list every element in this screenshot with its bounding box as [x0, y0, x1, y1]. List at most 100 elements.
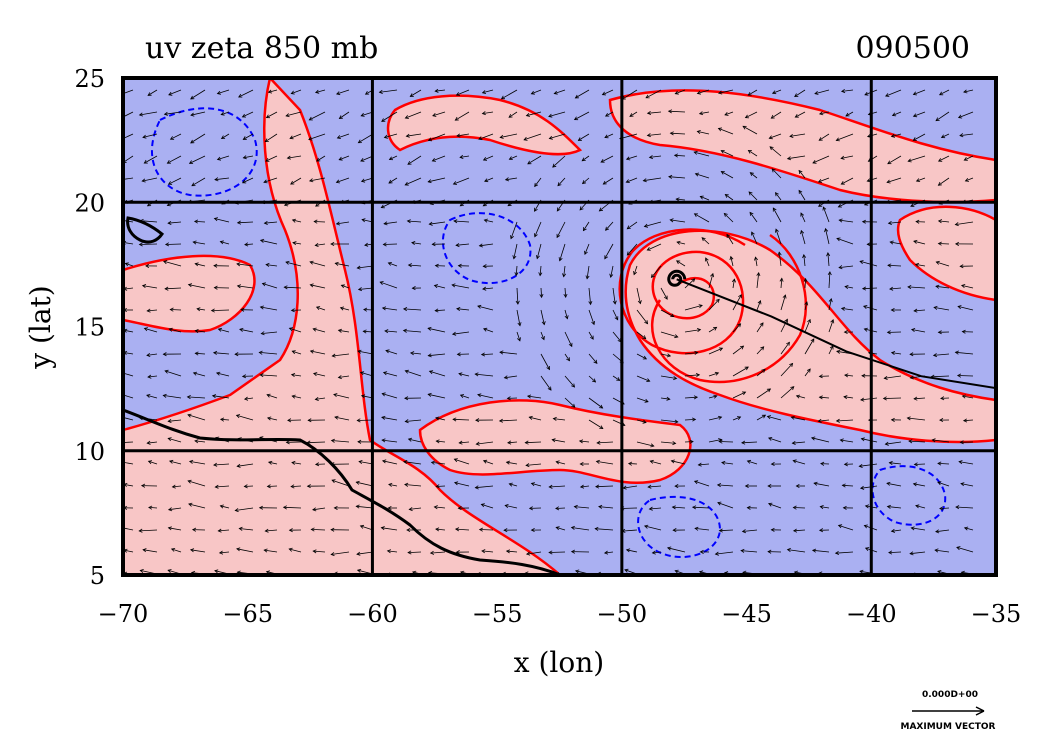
wind-vector-head: [835, 137, 840, 142]
wind-vector-head: [579, 461, 584, 467]
wind-vector: [771, 168, 782, 179]
wind-vector: [139, 529, 158, 532]
wind-vector: [756, 388, 771, 399]
wind-vector-head: [933, 305, 938, 310]
wind-vector-head: [142, 134, 147, 139]
wind-vector: [139, 111, 158, 116]
wind-vector: [516, 287, 519, 305]
wind-vector: [747, 460, 758, 465]
wind-vector: [667, 547, 686, 553]
wind-vector: [531, 483, 542, 487]
wind-vector-head: [910, 203, 915, 207]
wind-vector: [841, 155, 854, 159]
wind-vector-head: [290, 484, 295, 489]
negative-contour-2: [441, 212, 532, 285]
wind-vector: [147, 375, 158, 378]
wind-vector-head: [642, 419, 647, 424]
wind-vector: [310, 284, 326, 289]
wind-vector: [403, 308, 422, 311]
wind-vector-head: [935, 284, 940, 289]
wind-vector: [332, 353, 350, 357]
wind-vector: [963, 419, 974, 422]
wind-vector: [580, 485, 590, 488]
wind-vector: [796, 395, 806, 399]
wind-vector: [454, 458, 470, 465]
wind-vector: [236, 548, 254, 553]
wind-vector-head: [768, 502, 773, 507]
wind-vector-head: [383, 221, 388, 226]
wind-vector-head: [775, 228, 779, 233]
wind-vector: [959, 461, 974, 465]
wind-vector-head: [886, 504, 891, 509]
wind-vector-head: [715, 298, 720, 303]
wind-vector: [339, 155, 350, 161]
wind-vector-head: [726, 233, 731, 239]
wind-vector-head: [845, 112, 850, 117]
wind-vector: [190, 111, 206, 116]
wind-vector-head: [741, 440, 746, 445]
wind-vector-head: [291, 218, 297, 223]
wind-vector: [148, 507, 158, 509]
wind-vector: [239, 528, 254, 531]
wind-vector-head: [146, 352, 151, 357]
wind-vector-head: [355, 480, 360, 485]
wind-vector-head: [909, 551, 914, 556]
wind-vector: [605, 111, 614, 117]
storm-center-marker: [667, 269, 687, 287]
wind-vector: [382, 393, 398, 399]
wind-vector-head: [737, 323, 742, 328]
wind-vector: [529, 416, 542, 421]
wind-vector-head: [604, 112, 610, 117]
wind-vector-head: [427, 326, 432, 331]
wind-vector: [219, 551, 230, 554]
wind-vector: [793, 529, 806, 532]
wind-vector-head: [958, 460, 963, 465]
wind-vector-head: [331, 479, 336, 484]
wind-vector-head: [117, 138, 121, 141]
wind-vector: [883, 397, 902, 399]
wind-vector-head: [818, 137, 823, 141]
wind-vector-head: [455, 550, 460, 555]
wind-vector-head: [770, 462, 775, 467]
wind-vector: [908, 155, 926, 162]
wind-vector-head: [527, 160, 532, 165]
wind-vector: [958, 111, 974, 118]
wind-vector-head: [671, 505, 676, 510]
wind-vector-head: [210, 308, 215, 313]
wind-vector-head: [844, 373, 849, 378]
wind-vector-head: [288, 547, 293, 552]
plot-frame: [121, 76, 998, 577]
wind-vector-head: [718, 347, 724, 352]
wind-vector: [792, 441, 806, 444]
wind-vector-head: [963, 526, 969, 531]
wind-vector-head: [822, 206, 827, 211]
wind-vector-head: [570, 549, 576, 554]
wind-vector: [939, 507, 950, 509]
wind-vector: [756, 272, 760, 289]
wind-vector-head: [744, 483, 749, 488]
wind-vector: [540, 353, 550, 370]
wind-vector-head: [451, 283, 456, 288]
wind-vector: [405, 370, 422, 377]
wind-vector: [708, 299, 720, 311]
wind-vector-head: [333, 505, 338, 510]
wind-vector: [405, 419, 422, 422]
wind-vector: [526, 111, 542, 117]
wind-vector-head: [429, 550, 435, 555]
wind-vector-head: [478, 527, 483, 532]
wind-vector-head: [810, 436, 816, 441]
wind-vector: [719, 529, 734, 532]
wind-vector-head: [475, 441, 480, 446]
wind-vector: [636, 419, 647, 423]
wind-vector-head: [756, 271, 761, 277]
wind-vector-head: [528, 506, 533, 511]
wind-vector-head: [263, 220, 268, 225]
wind-vector: [504, 375, 518, 379]
wind-vector-head: [604, 134, 609, 139]
wind-vector-head: [800, 212, 805, 217]
wind-vector-head: [889, 286, 894, 291]
wind-vector: [804, 319, 811, 333]
wind-vector-head: [669, 131, 674, 136]
wind-vector: [540, 287, 542, 298]
wind-vector: [190, 133, 206, 144]
